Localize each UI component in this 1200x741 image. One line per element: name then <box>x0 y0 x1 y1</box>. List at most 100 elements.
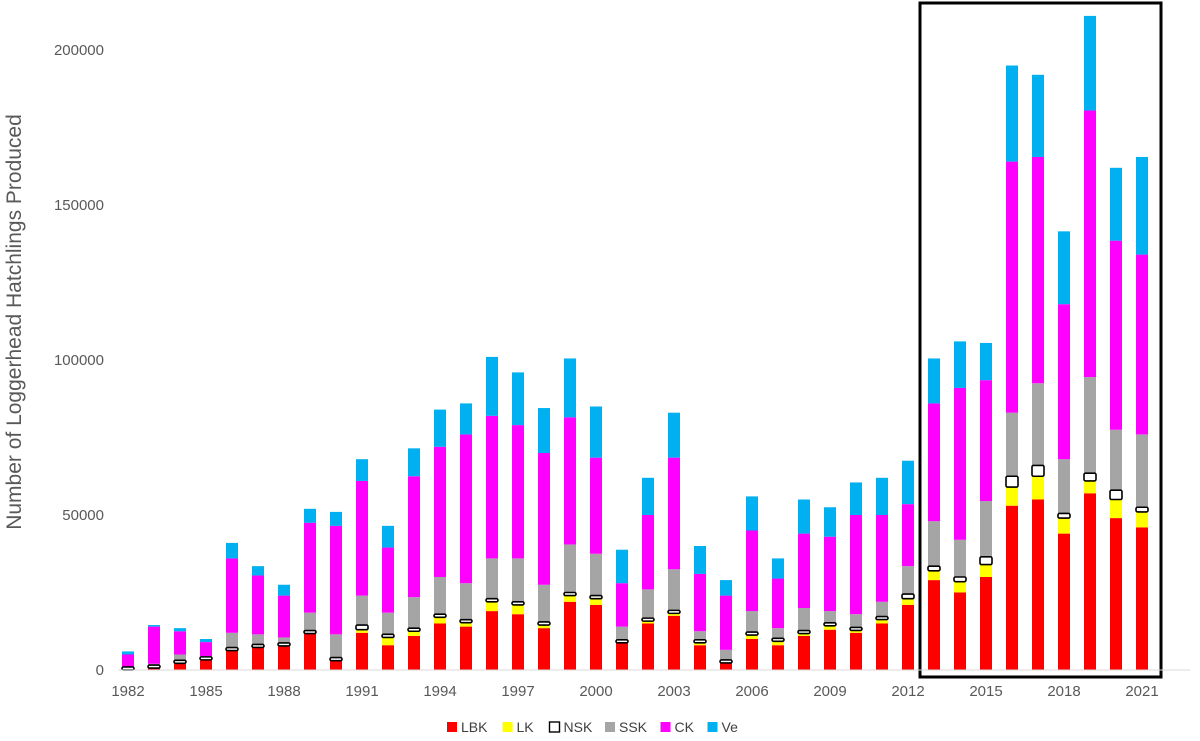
bar-LK-1992 <box>382 637 394 646</box>
bar-LBK-2002 <box>642 623 654 670</box>
bar-stack-2006 <box>746 496 758 670</box>
bar-CK-1994 <box>434 446 446 577</box>
bar-LBK-2009 <box>824 629 836 670</box>
bar-LBK-1992 <box>382 645 394 670</box>
bar-SSK-2016 <box>1006 412 1018 477</box>
bar-Ve-2012 <box>902 460 914 505</box>
bar-CK-1999 <box>564 417 576 545</box>
bar-NSK-1999 <box>563 591 577 597</box>
bar-stack-2005 <box>720 580 732 670</box>
bar-Ve-2005 <box>720 580 732 596</box>
bar-NSK-2010 <box>849 626 863 632</box>
bar-SSK-2005 <box>720 649 732 661</box>
bar-SSK-2014 <box>954 539 966 577</box>
bar-NSK-2007 <box>771 637 785 643</box>
bar-SSK-1995 <box>460 583 472 621</box>
bar-CK-1986 <box>226 558 238 633</box>
bar-SSK-1984 <box>174 654 186 662</box>
bar-Ve-2018 <box>1058 231 1070 305</box>
y-tick-label: 100000 <box>54 352 104 369</box>
bar-Ve-2004 <box>694 546 706 574</box>
bar-LBK-1990 <box>330 660 342 670</box>
highlight-box-layer <box>918 1 1163 679</box>
x-tick-label: 1997 <box>501 683 534 700</box>
bar-NSK-1990 <box>329 656 343 662</box>
x-tick-label: 2003 <box>657 683 690 700</box>
bar-CK-2020 <box>1110 240 1122 430</box>
bar-CK-2021 <box>1136 254 1148 435</box>
bar-Ve-2013 <box>928 358 940 404</box>
x-tick-label: 1988 <box>267 683 300 700</box>
bar-CK-2018 <box>1058 304 1070 460</box>
bar-CK-1989 <box>304 522 316 613</box>
bar-SSK-1988 <box>278 637 290 644</box>
y-tick-label: 50000 <box>62 507 104 524</box>
bar-NSK-2003 <box>667 609 681 615</box>
x-tick-label: 2009 <box>813 683 846 700</box>
bar-NSK-2008 <box>797 629 811 635</box>
bar-Ve-2009 <box>824 507 836 537</box>
bar-CK-1993 <box>408 476 420 598</box>
legend-item-SSK: SSK <box>605 719 648 735</box>
bar-Ve-2020 <box>1110 167 1122 241</box>
bar-LBK-1989 <box>304 632 316 670</box>
bar-SSK-1993 <box>408 597 420 629</box>
bar-NSK-2002 <box>641 617 655 622</box>
bar-CK-1990 <box>330 525 342 635</box>
bar-stack-2016 <box>1006 65 1018 670</box>
bar-stack-1999 <box>564 358 576 670</box>
legend-item-LBK: LBK <box>447 719 488 735</box>
bar-LK-1993 <box>408 631 420 636</box>
bar-LBK-2011 <box>876 623 888 670</box>
bar-LK-1994 <box>434 617 446 624</box>
bar-stack-1994 <box>434 409 446 670</box>
bar-LBK-1995 <box>460 626 472 670</box>
bar-NSK-1984 <box>173 659 187 665</box>
bar-Ve-1999 <box>564 358 576 418</box>
bar-stack-2009 <box>824 507 836 670</box>
bar-CK-1992 <box>382 547 394 613</box>
bar-stack-2011 <box>876 477 888 670</box>
bar-LK-2016 <box>1006 487 1018 506</box>
bar-SSK-2010 <box>850 614 862 629</box>
bar-LK-2008 <box>798 632 810 636</box>
bar-CK-1984 <box>174 631 186 655</box>
bar-LBK-1999 <box>564 601 576 670</box>
bar-Ve-2007 <box>772 558 784 579</box>
bar-SSK-2004 <box>694 631 706 641</box>
bar-SSK-1989 <box>304 612 316 632</box>
bar-SSK-2007 <box>772 628 784 639</box>
bar-LBK-1994 <box>434 623 446 670</box>
bar-CK-2017 <box>1032 156 1044 384</box>
bar-CK-2001 <box>616 583 628 627</box>
bar-NSK-1992 <box>381 633 395 639</box>
bar-Ve-2001 <box>616 549 628 584</box>
bar-LBK-1985 <box>200 659 212 670</box>
bar-LBK-2020 <box>1110 518 1122 670</box>
x-tick-label: 2021 <box>1125 683 1158 700</box>
bar-CK-2009 <box>824 536 836 612</box>
bar-Ve-2002 <box>642 477 654 515</box>
bar-NSK-1989 <box>303 629 317 635</box>
bar-NSK-1988 <box>277 642 291 647</box>
bar-LK-2006 <box>746 634 758 639</box>
legend-layer: LBK LK NSK SSK CK Ve <box>447 719 738 735</box>
bar-Ve-1996 <box>486 356 498 416</box>
bar-CK-1987 <box>252 575 264 635</box>
bar-SSK-2015 <box>980 501 992 557</box>
bar-LBK-2016 <box>1006 505 1018 670</box>
bar-stack-1992 <box>382 525 394 670</box>
bar-Ve-1982 <box>122 651 134 655</box>
bar-stack-1989 <box>304 508 316 670</box>
bar-LBK-1988 <box>278 645 290 670</box>
bar-LBK-2001 <box>616 642 628 670</box>
bar-LBK-1997 <box>512 614 524 670</box>
bar-NSK-2009 <box>823 621 837 627</box>
bar-SSK-2020 <box>1110 429 1122 491</box>
bar-stack-1998 <box>538 408 550 670</box>
bar-stack-1985 <box>200 639 212 670</box>
bar-CK-1996 <box>486 415 498 559</box>
bar-NSK-1996 <box>485 597 499 603</box>
bar-SSK-1991 <box>356 595 368 626</box>
